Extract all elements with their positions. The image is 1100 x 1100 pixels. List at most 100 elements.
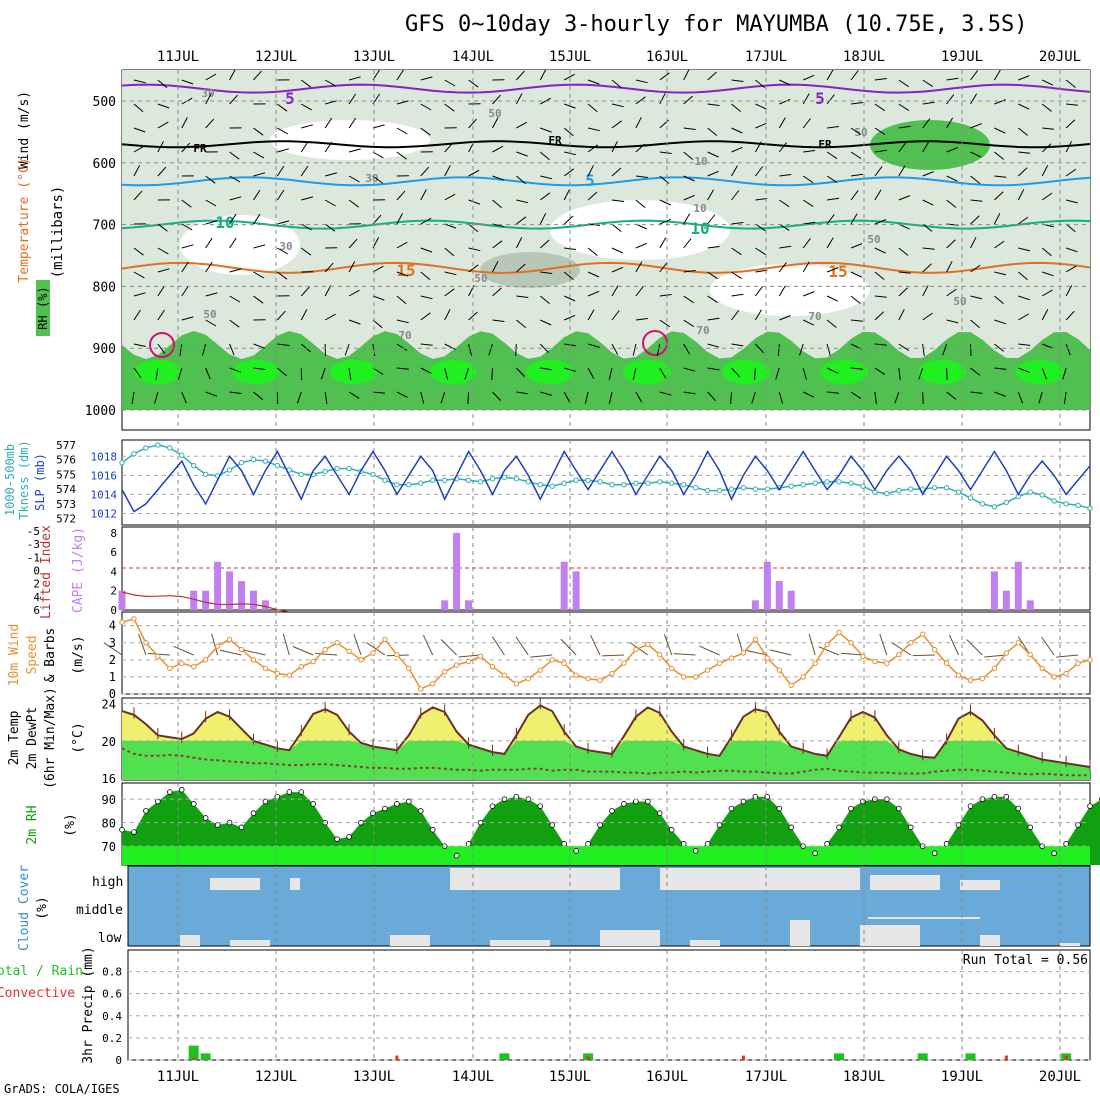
rh2m-point bbox=[561, 841, 567, 847]
rh-core bbox=[722, 360, 770, 384]
surface-wind-barb bbox=[458, 654, 481, 658]
thickness-label-a: 1000-500mb bbox=[3, 444, 17, 516]
low-cloud-block bbox=[980, 935, 1000, 946]
wind-barb bbox=[683, 367, 696, 372]
surface-wind-barb bbox=[243, 649, 266, 656]
wind-barb bbox=[277, 271, 288, 280]
rh2m-point bbox=[250, 810, 257, 817]
wind-barb bbox=[850, 271, 863, 278]
low-cloud-block bbox=[600, 930, 660, 946]
thickness-line-marker bbox=[621, 482, 627, 488]
wind-barb bbox=[777, 343, 780, 357]
wind-barb bbox=[635, 318, 648, 321]
wind-barb bbox=[1018, 247, 1031, 252]
date-label-top: 19JUL bbox=[941, 49, 983, 65]
wind-barb bbox=[611, 247, 624, 254]
wind-barb bbox=[874, 219, 887, 225]
high-cloud-block bbox=[660, 868, 780, 890]
wind-barb bbox=[587, 144, 598, 153]
wind-barb bbox=[229, 343, 235, 356]
wind-barb bbox=[300, 79, 312, 88]
rh-grey-blob bbox=[480, 252, 580, 288]
wind-barb bbox=[683, 127, 696, 130]
wind-barb bbox=[277, 127, 289, 135]
date-label-bottom: 15JUL bbox=[549, 1069, 591, 1085]
wind-barb bbox=[229, 295, 241, 303]
wind-speed-line-marker bbox=[752, 636, 759, 643]
wind-barb bbox=[133, 343, 146, 347]
wind-barb bbox=[253, 244, 266, 249]
wind-barb bbox=[344, 343, 350, 356]
wind-barb bbox=[635, 143, 646, 153]
wind-speed-line-marker bbox=[680, 674, 687, 680]
rh2m-point bbox=[716, 822, 723, 828]
thickness-line-marker bbox=[848, 480, 854, 486]
thickness-line-marker bbox=[1063, 501, 1069, 507]
wind-speed-line-marker bbox=[860, 653, 866, 660]
cloud-level-high: high bbox=[92, 875, 123, 890]
surface-wind-barb bbox=[818, 646, 840, 656]
wind-barb bbox=[464, 367, 470, 380]
wind-barb bbox=[874, 311, 885, 321]
wind-speed-line-marker bbox=[645, 641, 651, 648]
cape-bar bbox=[1002, 590, 1010, 610]
wind-barb bbox=[826, 295, 839, 302]
wind-barb bbox=[563, 189, 571, 201]
surface-wind-barb bbox=[292, 646, 314, 656]
wind-barb bbox=[253, 70, 262, 81]
wind-tick: 1 bbox=[109, 670, 116, 684]
wind-barb bbox=[755, 223, 766, 232]
wind-barb bbox=[229, 319, 240, 328]
wind-speed-line-marker bbox=[1039, 665, 1045, 672]
wind-barb bbox=[993, 213, 1001, 225]
wind-barb bbox=[492, 261, 499, 273]
wind-barb bbox=[396, 151, 407, 160]
wind-barb bbox=[372, 367, 384, 375]
wind-barb bbox=[922, 141, 930, 153]
wind-barb bbox=[492, 223, 505, 228]
wind-barb bbox=[608, 367, 613, 380]
wind-barb bbox=[970, 367, 981, 376]
wind-speed-line-marker bbox=[394, 652, 400, 658]
wind-barb bbox=[320, 367, 326, 380]
wind-barb bbox=[803, 150, 816, 153]
surface-wind-barb bbox=[948, 634, 959, 656]
wind-barb bbox=[1065, 310, 1075, 321]
wind-barb bbox=[396, 100, 409, 105]
wind-barb bbox=[444, 271, 457, 276]
wind-barb bbox=[707, 127, 718, 136]
wind-barb bbox=[731, 165, 738, 177]
rh-dry-pocket bbox=[710, 264, 870, 316]
rh2m-point bbox=[1063, 841, 1069, 847]
wind-speed-line-marker bbox=[669, 665, 675, 672]
wind-barb bbox=[157, 223, 168, 232]
wind-speed-line-marker bbox=[824, 641, 830, 648]
wind-barb bbox=[1018, 103, 1030, 110]
wind-barb bbox=[946, 94, 955, 105]
thickness-line-marker bbox=[525, 479, 532, 485]
thickness-tick: 574 bbox=[56, 483, 76, 496]
thickness-tick: 573 bbox=[56, 498, 76, 511]
date-label-top: 11JUL bbox=[157, 49, 199, 65]
wind-barb bbox=[826, 267, 839, 273]
temp-tick: 20 bbox=[102, 735, 116, 749]
wind-barb bbox=[922, 118, 931, 129]
temp-grid bbox=[122, 698, 1090, 780]
temp2m-label-c: (6hr Min/Max) bbox=[43, 687, 58, 789]
wind-barb bbox=[778, 262, 787, 273]
thickness-tick: 576 bbox=[56, 454, 76, 467]
rh2m-label-a: 2m RH bbox=[25, 805, 40, 844]
wind-barb bbox=[659, 319, 670, 328]
low-cloud-block bbox=[690, 940, 720, 946]
wind-barb bbox=[372, 265, 384, 273]
wind-barb bbox=[754, 309, 762, 321]
wind-barb bbox=[755, 269, 768, 273]
wind-barb bbox=[372, 319, 383, 329]
wind-barb bbox=[802, 319, 815, 326]
wind-barb bbox=[946, 147, 958, 153]
wind-speed-line-marker bbox=[967, 677, 974, 684]
slp-grid bbox=[122, 440, 1090, 525]
wind-barb bbox=[348, 93, 357, 105]
wind-speed-line-marker bbox=[1015, 640, 1021, 646]
